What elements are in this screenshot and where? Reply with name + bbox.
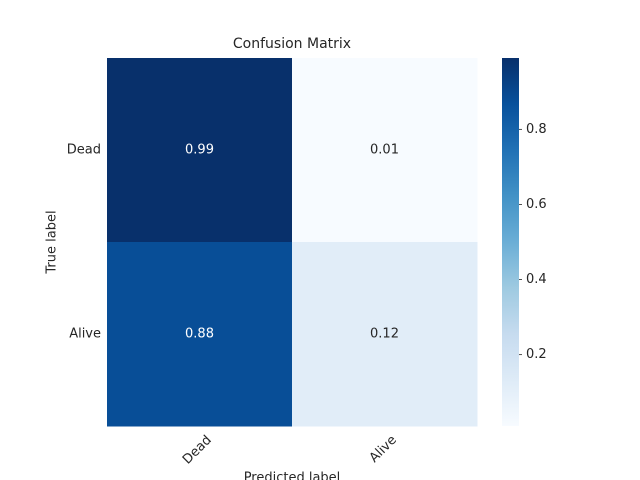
x-tick-label: Alive (367, 433, 400, 466)
colorbar-tick-label: 0.2 (526, 347, 547, 362)
colorbar-tick-label: 0.6 (526, 197, 547, 212)
colorbar-tick-label: 0.8 (526, 122, 547, 137)
x-axis-label: Predicted label (244, 471, 341, 480)
colorbar-tick-label: 0.4 (526, 272, 547, 287)
cell-label: 0.01 (370, 143, 399, 158)
heatmap-cell (292, 58, 478, 243)
heatmap-cell (107, 58, 293, 243)
cell-label: 0.88 (185, 327, 214, 342)
x-tick-label: Dead (180, 433, 215, 468)
y-tick-label: Alive (69, 327, 101, 342)
colorbar (502, 58, 519, 426)
cell-label: 0.12 (370, 327, 399, 342)
y-axis-label: True label (45, 210, 60, 274)
heatmap-cell (107, 242, 293, 427)
chart-title: Confusion Matrix (233, 36, 351, 52)
cell-label: 0.99 (185, 143, 214, 158)
y-tick-label: Dead (67, 143, 101, 158)
heatmap-cell (292, 242, 478, 427)
